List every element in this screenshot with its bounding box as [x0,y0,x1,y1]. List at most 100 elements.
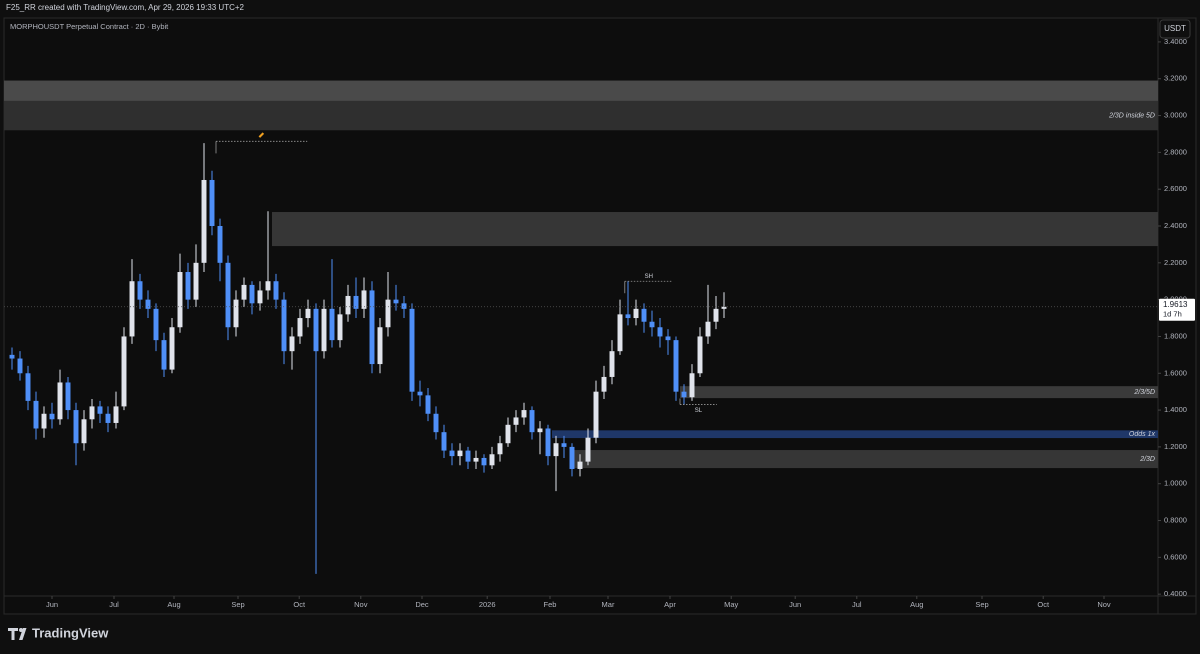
candle-body [593,391,599,438]
candle-body [657,327,663,337]
candle-body [297,318,303,337]
y-tick-label: 1.4000 [1164,405,1187,414]
candle-body [153,308,159,341]
candle-body [609,351,615,377]
x-tick-label: Feb [544,600,557,609]
zone-label: Odds 1x [1129,431,1156,438]
candle-body [41,413,47,429]
y-tick-label: 2.2000 [1164,258,1187,267]
x-tick-label: Sep [975,600,988,609]
candle-body [305,308,311,319]
x-tick-label: Jun [789,600,801,609]
candle-body [217,226,223,263]
y-tick-label: 1.8000 [1164,331,1187,340]
y-tick-label: 1.6000 [1164,368,1187,377]
zone [680,386,1158,399]
pencil-icon [258,132,265,138]
candle-body [177,272,183,328]
candle-body [441,432,447,451]
overlay: 0.4000 0.6000 0.8000 1.0000 1.2000 1.4000 1.60… [4,37,1195,609]
candle-body [145,299,151,309]
brand: TradingView [32,625,109,640]
candle-body [265,281,271,291]
candle-body [33,400,39,429]
y-tick-label: 3.4000 [1164,37,1187,46]
x-tick-label: Jul [109,600,119,609]
candle-body [633,308,639,319]
countdown: 1d 7h [1163,310,1182,319]
candle-body [641,308,647,322]
candle-body [561,443,567,447]
zone [272,212,1158,247]
candle-body [209,179,215,227]
x-tick-label: Oct [293,600,306,609]
currency: USDT [1164,24,1186,33]
symbol-title: MORPHOUSDT Perpetual Contract · 2D · Byb… [10,22,169,31]
zone [4,80,1158,101]
zone [570,450,1158,469]
candle-body [73,410,79,444]
candle-body [465,450,471,462]
y-tick-label: 3.2000 [1164,74,1187,83]
candle-body [193,262,199,300]
candle-body [577,461,583,469]
candle-body [161,340,167,370]
candle-body [673,340,679,392]
candle-body [121,336,127,407]
candle-body [689,373,695,398]
candle-body [129,281,135,337]
y-tick-label: 3.0000 [1164,111,1187,120]
x-tick-label: Dec [415,600,429,609]
x-tick-label: Sep [231,600,244,609]
candle-body [257,290,263,304]
candle-body [81,419,87,444]
y-tick-label: 1.2000 [1164,442,1187,451]
candle-body [337,314,343,341]
x-tick-label: Jun [46,600,58,609]
candle-body [505,424,511,444]
candle-body [625,314,631,319]
candle-body [169,327,175,370]
credit: F25_RR created with TradingView.com, Apr… [6,3,245,12]
candles [9,143,727,574]
candle-body [273,281,279,300]
y-tick-label: 0.6000 [1164,552,1187,561]
candle-body [529,410,535,433]
candle-body [9,354,15,359]
candle-body [241,284,247,300]
candle-body [417,391,423,396]
candle-body [665,336,671,341]
candle-body [201,179,207,263]
candle-body [521,410,527,418]
zones: 2/3D inside 5D 2/3/5D Odds 1x 2/3D [4,80,1158,469]
candle-body [585,437,591,462]
candle-body [65,382,71,411]
tradingview-logo: TradingView [8,625,109,640]
y-tick-label: 2.4000 [1164,221,1187,230]
y-tick-label: 1.0000 [1164,479,1187,488]
candle-body [649,321,655,328]
last-price-box [1159,298,1195,321]
candle-body [721,306,727,309]
candle-body [425,395,431,414]
x-tick-label: Aug [167,600,180,609]
y-tick-label: 0.4000 [1164,589,1187,598]
candle-body [697,336,703,374]
x-tick-label: Jul [852,600,862,609]
candle-body [409,308,415,392]
candle-body [97,406,103,414]
currency-box[interactable] [1159,19,1191,39]
candle-body [353,295,359,309]
candle-body [473,457,479,462]
zone-label: 2/3D inside 5D [1108,112,1155,119]
candle-body [497,443,503,455]
x-tick-label: 2026 [479,600,496,609]
candle-body [289,336,295,352]
candle-body [545,428,551,457]
candle-body [401,303,407,309]
candle-body [681,391,687,398]
y-tick-label: 2.6000 [1164,184,1187,193]
candle-body [393,299,399,304]
candle-body [449,450,455,457]
level-label: SH [645,274,653,280]
